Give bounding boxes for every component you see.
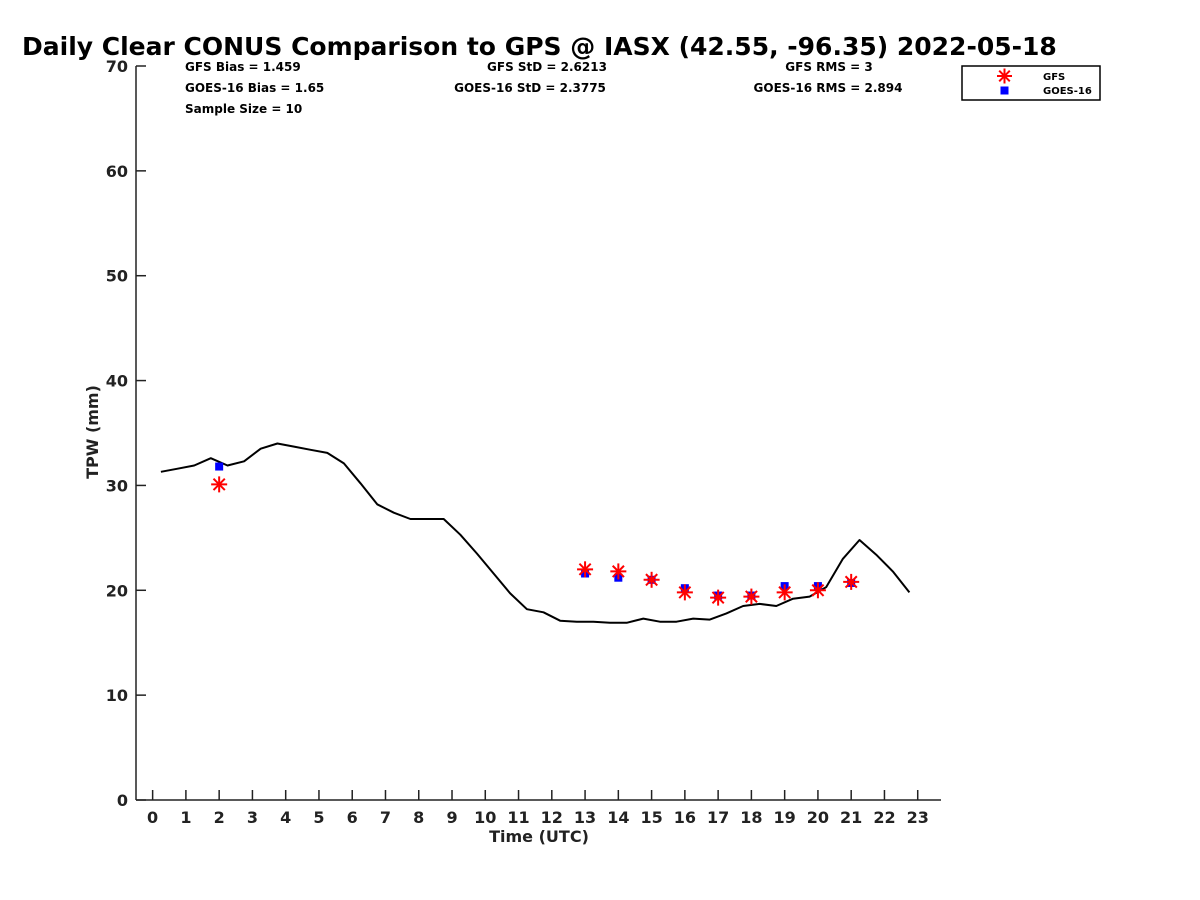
x-tick-label: 3 [247, 808, 258, 827]
x-tick-label: 16 [674, 808, 696, 827]
goes-std-label: GOES-16 StD = 2.3775 [454, 81, 606, 95]
gfs-point [643, 571, 660, 588]
gfs-point [776, 584, 793, 601]
x-tick-label: 22 [873, 808, 895, 827]
gfs-point [809, 582, 826, 599]
axes: 0 1 2 3 4 5 6 7 8 9 10 11 12 13 14 15 16 17 18 19 20 21 22 2301… [106, 57, 941, 827]
x-axis-label: Time (UTC) [489, 827, 589, 846]
gfs-point [610, 563, 627, 580]
gfs-point [843, 573, 860, 590]
legend-gfs-label: GFS [1043, 72, 1065, 83]
legend-gfs-asterisk [997, 68, 1012, 84]
y-tick-label: 70 [106, 57, 128, 76]
gfs-point [211, 476, 228, 493]
x-tick-label: 15 [640, 808, 662, 827]
x-tick-label: 23 [907, 808, 929, 827]
gfs-std-label: GFS StD = 2.6213 [487, 60, 607, 74]
legend-goes-marker [1000, 86, 1009, 95]
y-tick-label: 20 [106, 581, 128, 600]
x-tick-label: 10 [474, 808, 496, 827]
x-tick-label: 1 [180, 808, 191, 827]
y-tick-label: 0 [117, 791, 128, 810]
sample-size-label: Sample Size = 10 [185, 102, 302, 116]
x-tick-label: 14 [607, 808, 629, 827]
y-tick-label: 60 [106, 162, 128, 181]
legend-goes-label: GOES-16 [1043, 86, 1092, 97]
gfs-point [577, 561, 594, 578]
gfs-point [743, 588, 760, 605]
gps-line [160, 442, 911, 624]
x-tick-label: 18 [740, 808, 762, 827]
gfs-point [710, 589, 727, 606]
x-tick-label: 8 [413, 808, 424, 827]
gfs-bias-label: GFS Bias = 1.459 [185, 60, 301, 74]
x-tick-label: 20 [807, 808, 829, 827]
legend: GFS GOES-16 [961, 65, 1101, 101]
goes-series [215, 462, 856, 600]
gps-series [160, 442, 911, 624]
goes-bias-label: GOES-16 Bias = 1.65 [185, 81, 324, 95]
y-tick-label: 50 [106, 267, 128, 286]
x-tick-label: 11 [507, 808, 529, 827]
x-tick-label: 17 [707, 808, 729, 827]
y-tick-label: 10 [106, 686, 128, 705]
x-tick-label: 13 [574, 808, 596, 827]
x-tick-label: 4 [280, 808, 291, 827]
x-tick-label: 2 [214, 808, 225, 827]
y-tick-label: 30 [106, 476, 128, 495]
chart-title: Daily Clear CONUS Comparison to GPS @ IA… [22, 32, 1057, 61]
legend-box [961, 65, 1101, 101]
x-tick-label: 5 [313, 808, 324, 827]
y-tick-label: 40 [106, 372, 128, 391]
x-tick-label: 19 [774, 808, 796, 827]
gfs-point [676, 584, 693, 601]
y-axis-label: TPW (mm) [83, 385, 102, 479]
x-tick-label: 0 [147, 808, 158, 827]
gfs-series [211, 476, 860, 606]
goes-rms-label: GOES-16 RMS = 2.894 [754, 81, 903, 95]
x-tick-label: 6 [347, 808, 358, 827]
gfs-rms-label: GFS RMS = 3 [785, 60, 872, 74]
x-tick-label: 21 [840, 808, 862, 827]
x-tick-label: 7 [380, 808, 391, 827]
x-tick-label: 9 [446, 808, 457, 827]
x-tick-label: 12 [541, 808, 563, 827]
legend-gfs-marker [997, 68, 1012, 84]
goes-point [215, 462, 224, 471]
